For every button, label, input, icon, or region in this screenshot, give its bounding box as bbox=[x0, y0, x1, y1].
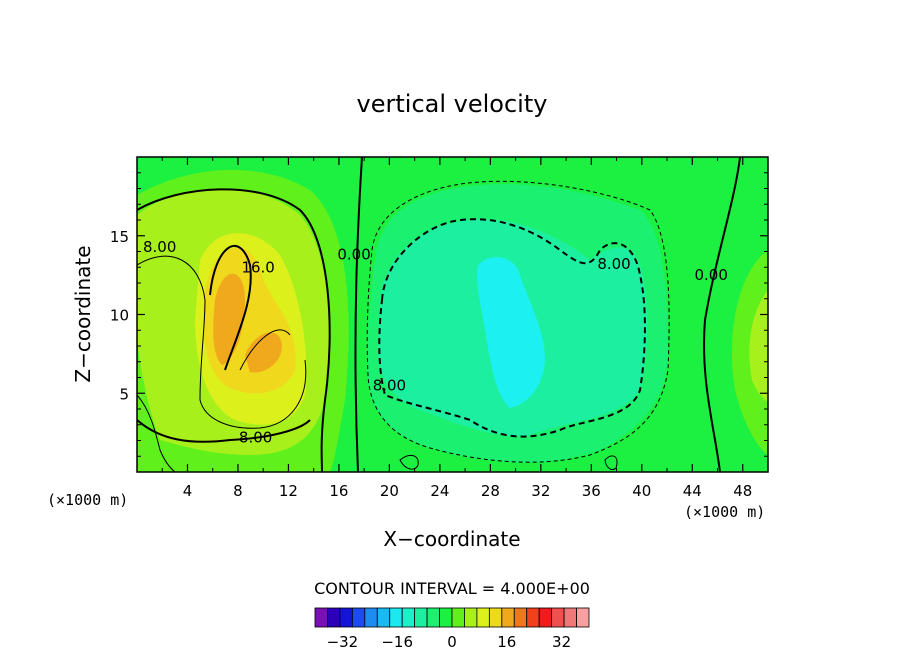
x-tick-label: 32 bbox=[531, 482, 550, 500]
colorbar-swatch bbox=[414, 607, 428, 628]
contour-line-small-loop-2 bbox=[604, 455, 618, 471]
contour-line-zero-left bbox=[137, 188, 331, 472]
colorbar-tick-label: −32 bbox=[327, 633, 359, 651]
colorbar-swatch bbox=[464, 607, 478, 628]
x-tick-label: 28 bbox=[481, 482, 500, 500]
colorbar-tick-label: −16 bbox=[381, 633, 413, 651]
colorbar-tick-label: 32 bbox=[552, 633, 571, 651]
colorbar-tick-label: 16 bbox=[497, 633, 516, 651]
colorbar-swatch bbox=[563, 607, 577, 628]
x-axis-label: X−coordinate bbox=[383, 527, 520, 551]
contour-line-neg8-dashed bbox=[378, 218, 646, 438]
contour-label: 8.00 bbox=[597, 255, 630, 273]
colorbar-swatch bbox=[339, 607, 353, 628]
x-tick-label: 8 bbox=[233, 482, 243, 500]
x-tick-label: 44 bbox=[683, 482, 702, 500]
x-tick-label: 48 bbox=[733, 482, 752, 500]
right-updraft-band-2 bbox=[749, 290, 768, 402]
colorbar-swatch bbox=[426, 607, 440, 628]
colorbar-swatch bbox=[538, 607, 553, 628]
colorbar-swatch bbox=[513, 607, 528, 628]
chart-title: vertical velocity bbox=[357, 90, 548, 118]
colorbar: −32 −16 0 16 32 bbox=[314, 607, 590, 651]
x-tick-label: 4 bbox=[183, 482, 193, 500]
y-axis: 5 10 15 bbox=[110, 172, 768, 457]
contour-label: 0.00 bbox=[337, 246, 370, 264]
contour-line-small-loop-1 bbox=[399, 454, 419, 470]
x-axis: 4 8 12 16 20 24 28 32 36 40 44 48 bbox=[161, 157, 752, 500]
x-tick-label: 24 bbox=[430, 482, 449, 500]
contour-label: 8.00 bbox=[239, 428, 272, 446]
x-unit-left: (×1000 m) bbox=[47, 491, 128, 509]
contour-line-16 bbox=[209, 244, 252, 371]
colorbar-swatch bbox=[526, 607, 540, 628]
y-tick-label: 5 bbox=[119, 385, 129, 403]
contour-line-zero-center bbox=[354, 157, 363, 472]
contour-line-bottom-8 bbox=[137, 419, 311, 443]
colorbar-swatch bbox=[476, 607, 490, 628]
contour-line-8-left bbox=[137, 255, 307, 429]
colorbar-swatch bbox=[351, 607, 366, 628]
contour-line-left-edge bbox=[137, 394, 176, 472]
updraft-core-2 bbox=[245, 332, 282, 373]
colorbar-swatch bbox=[327, 607, 341, 628]
colorbar-tick-label: 0 bbox=[447, 633, 457, 651]
colorbar-swatch bbox=[314, 607, 328, 628]
downdraft-core bbox=[477, 257, 545, 408]
colorbar-swatch bbox=[439, 607, 453, 628]
colorbar-swatch bbox=[451, 607, 465, 628]
y-tick-label: 15 bbox=[110, 228, 129, 246]
contour-line-16-b bbox=[239, 329, 291, 371]
colorbar-swatch bbox=[401, 607, 416, 628]
contour-line-neg4-dashed bbox=[366, 180, 670, 463]
contour-label: 8.00 bbox=[143, 238, 176, 256]
contour-labels: 8.00 16.0 0.00 8.00 0.00 8.00 8.00 bbox=[143, 238, 728, 447]
contour-label: 0.00 bbox=[695, 266, 728, 284]
contour-label: 8.00 bbox=[373, 376, 406, 394]
x-tick-label: 16 bbox=[329, 482, 348, 500]
colorbar-swatch bbox=[364, 607, 378, 628]
colorbar-swatch bbox=[551, 607, 565, 628]
y-axis-label: Z−coordinate bbox=[71, 245, 95, 382]
x-tick-label: 20 bbox=[380, 482, 399, 500]
colorbar-swatch bbox=[576, 607, 590, 628]
y-tick-label: 10 bbox=[110, 307, 129, 325]
contour-label: 16.0 bbox=[241, 258, 274, 276]
contour-interval-label: CONTOUR INTERVAL = 4.000E+00 bbox=[314, 579, 590, 598]
x-tick-label: 36 bbox=[582, 482, 601, 500]
x-tick-label: 40 bbox=[632, 482, 651, 500]
colorbar-swatch bbox=[389, 607, 403, 628]
colorbar-swatch bbox=[501, 607, 515, 628]
colorbar-swatch bbox=[488, 607, 503, 628]
x-tick-label: 12 bbox=[279, 482, 298, 500]
x-unit-right: (×1000 m) bbox=[684, 503, 765, 521]
contour-line-zero-right bbox=[703, 157, 741, 472]
colorbar-swatch bbox=[376, 607, 391, 628]
plot-area bbox=[137, 157, 768, 472]
updraft-core bbox=[213, 273, 245, 365]
